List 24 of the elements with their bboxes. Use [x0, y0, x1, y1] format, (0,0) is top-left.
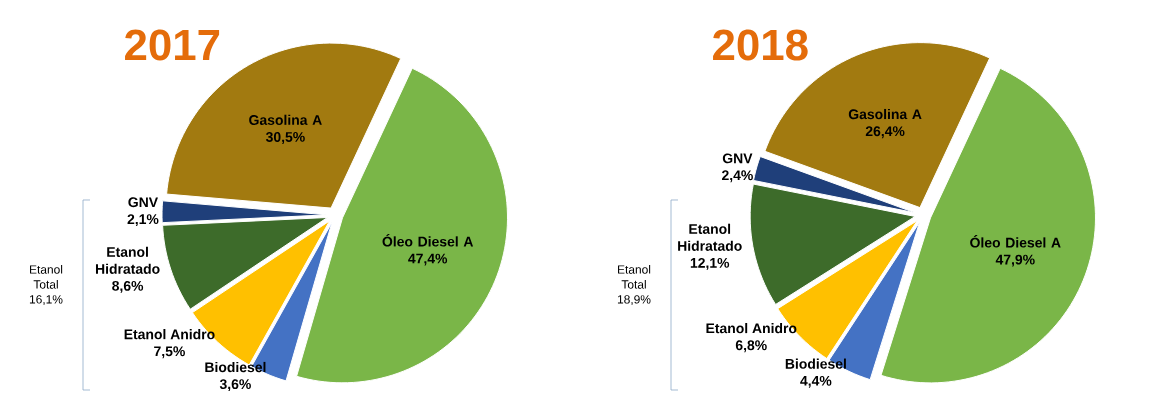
data-label: 4,4% — [800, 375, 832, 388]
data-label: 8,6% — [112, 280, 144, 293]
chart-title: 2018 — [713, 29, 808, 61]
data-label: 30,5% — [265, 132, 305, 144]
slice-label: Etanol Hidratado — [95, 246, 160, 274]
slice-label: GNV — [722, 153, 753, 164]
data-label: 2,4% — [721, 170, 753, 183]
slice-label: Óleo Diesel A — [970, 235, 1061, 248]
data-label: 3,6% — [219, 379, 251, 392]
slice-label: Etanol Hidratado — [678, 223, 742, 251]
data-label: 7,5% — [154, 346, 185, 359]
data-label: 2,1% — [127, 214, 159, 227]
slice-label: Gasolina A — [249, 114, 322, 125]
text: Etanol Total 18,9% — [617, 264, 651, 306]
data-label: 47,9% — [995, 254, 1035, 267]
data-label: 6,8% — [735, 340, 767, 353]
text: Etanol Total 16,1% — [29, 264, 63, 306]
chart-title: 2017 — [125, 29, 220, 61]
data-label: 26,4% — [865, 126, 905, 139]
slice-label: Óleo Diesel A — [382, 234, 474, 247]
data-label: 12,1% — [690, 257, 730, 270]
data-label: 47,4% — [408, 253, 448, 266]
slice-label: GNV — [128, 197, 158, 208]
slice-label: Gasolina A — [848, 108, 922, 120]
